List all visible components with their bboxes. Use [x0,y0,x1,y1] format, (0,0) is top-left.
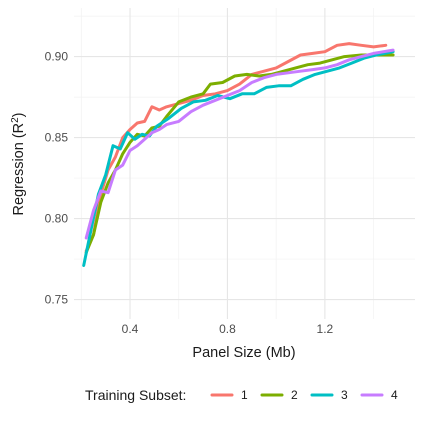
series-line-2 [84,53,395,255]
x-axis-ticks: 0.4 0.8 1.2 [122,322,334,336]
y-axis-title: Regression (R2) [10,112,27,215]
legend-label-2: 2 [291,388,298,402]
y-tick-label: 0.75 [45,293,69,307]
y-axis-title-main: Regression (R [11,123,27,216]
legend-item-4: 4 [360,388,398,402]
y-axis-title-superscript: 2 [10,117,21,123]
y-axis-ticks: 0.75 0.80 0.85 0.90 [45,50,69,307]
y-tick-label: 0.80 [45,212,69,226]
y-tick-label: 0.90 [45,50,69,64]
legend: Training Subset: 1 2 3 4 [85,387,398,403]
legend-label-3: 3 [341,388,348,402]
legend-item-1: 1 [210,388,248,402]
legend-label-4: 4 [391,388,398,402]
y-axis-title-end: ) [11,112,27,117]
series-line-3 [82,50,395,267]
legend-item-2: 2 [260,388,298,402]
x-tick-label: 0.8 [219,322,236,336]
x-tick-label: 1.2 [317,322,334,336]
grid [74,8,415,319]
x-axis-title: Panel Size (Mb) [192,345,295,361]
legend-label-1: 1 [241,388,248,402]
series-lines [82,42,395,267]
y-tick-label: 0.85 [45,131,69,145]
legend-items: 1 2 3 4 [210,388,398,402]
series-line-4 [84,48,395,240]
legend-title: Training Subset: [85,387,186,403]
series-line-1 [84,42,388,253]
legend-item-3: 3 [310,388,348,402]
x-tick-label: 0.4 [122,322,139,336]
